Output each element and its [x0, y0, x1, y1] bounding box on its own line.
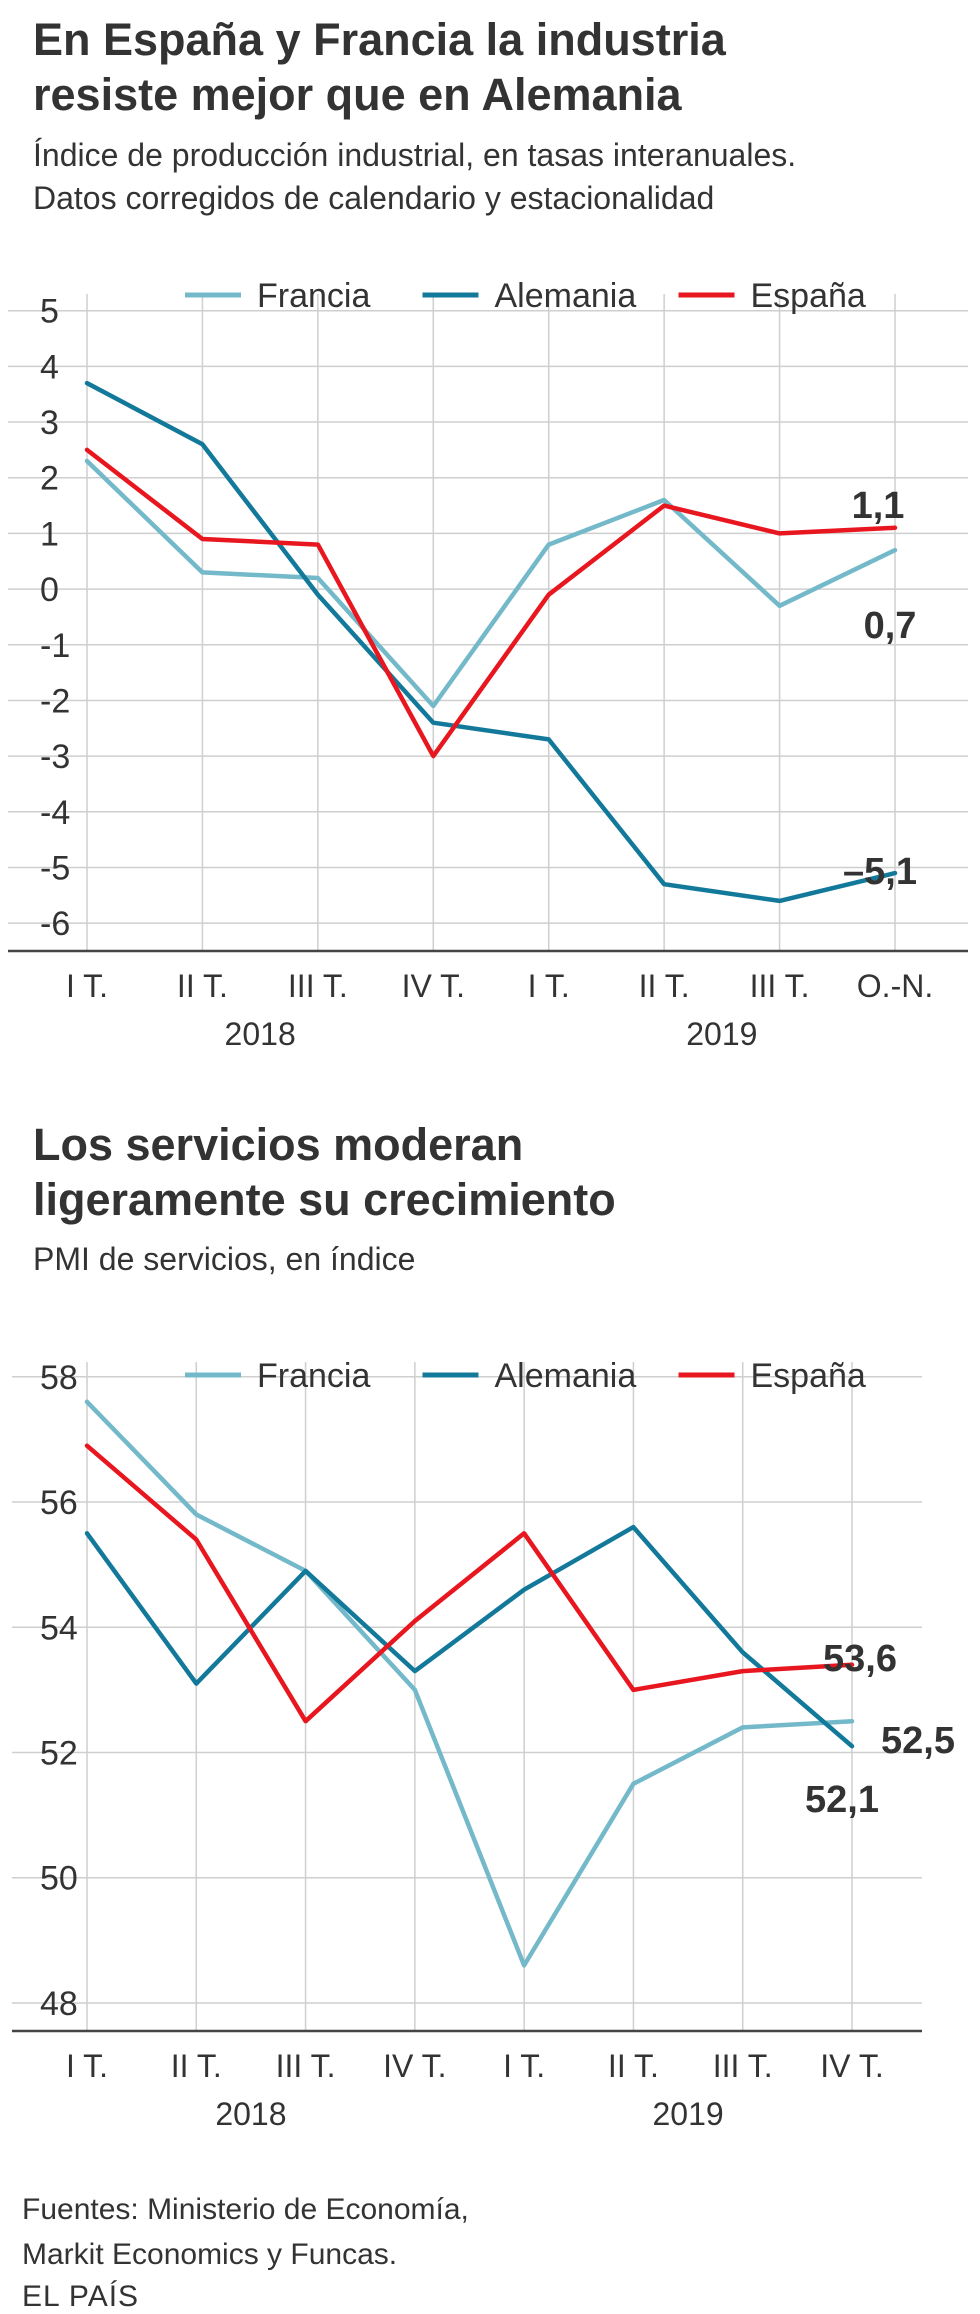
y-tick-label: 4: [40, 348, 59, 386]
year-label: 2019: [686, 1016, 757, 1052]
year-label: 2018: [225, 1016, 296, 1052]
x-tick-label: III T.: [276, 2048, 336, 2084]
end-value-label-españa: 53,6: [823, 1638, 897, 1680]
y-tick-label: -6: [40, 905, 70, 943]
chart2-title-line1: Los servicios moderan: [33, 1119, 524, 1170]
series-line-francia: [84, 1399, 855, 1968]
sources-line2: Markit Economics y Funcas.: [22, 2238, 398, 2271]
x-tick-label: III T.: [750, 968, 810, 1004]
x-tick-label: II T.: [171, 2048, 222, 2084]
x-tick-label: IV T.: [402, 968, 465, 1004]
y-tick-label: 52: [40, 1734, 78, 1772]
x-tick-label: IV T.: [383, 2048, 446, 2084]
y-tick-label: 56: [40, 1484, 78, 1522]
x-tick-label: I T.: [503, 2048, 545, 2084]
chart1-subtitle-line1: Índice de producción industrial, en tasa…: [33, 137, 797, 173]
x-tick-label: II T.: [639, 968, 690, 1004]
end-value-label-alemania: 52,1: [805, 1779, 879, 1821]
y-tick-label: -2: [40, 682, 70, 720]
end-value-label-francia: 0,7: [864, 605, 917, 647]
series-line-españa: [84, 1443, 855, 1724]
end-value-label-españa: 1,1: [852, 485, 905, 527]
legend-label-españa: España: [751, 1357, 866, 1395]
x-tick-label: II T.: [177, 968, 228, 1004]
chart2-plot: 58 56 54 52 50 48 I T. II T. III T. IV T. I T. II T…: [12, 1357, 955, 2132]
legend-label-francia: Francia: [257, 277, 370, 315]
x-tick-label: I T.: [66, 968, 108, 1004]
x-tick-label: I T.: [66, 2048, 108, 2084]
series-line-españa: [84, 447, 898, 759]
y-tick-label: 5: [40, 293, 59, 331]
sources-line1: Fuentes: Ministerio de Economía,: [22, 2193, 469, 2226]
y-tick-label: -4: [40, 794, 70, 832]
series-line-alemania: [84, 380, 898, 904]
end-value-label-alemania: –5,1: [843, 851, 917, 893]
y-tick-label: 54: [40, 1609, 78, 1647]
x-tick-label: III T.: [713, 2048, 773, 2084]
series-line-francia: [84, 458, 898, 709]
brand-logo: EL PAÍS: [22, 2280, 140, 2313]
y-tick-label: 2: [40, 460, 59, 498]
y-tick-label: 3: [40, 404, 59, 442]
year-label: 2018: [215, 2096, 286, 2132]
y-tick-label: 50: [40, 1860, 78, 1898]
chart1-title-line2: resiste mejor que en Alemania: [33, 69, 682, 120]
y-tick-label: 48: [40, 1985, 78, 2023]
x-tick-label: O.-N.: [857, 968, 933, 1004]
y-tick-label: 58: [40, 1359, 78, 1397]
y-tick-label: -3: [40, 738, 70, 776]
chart1-plot: 5 4 3 2 1 0 -1 -2 -3 -4 -5 -6 I T. II T. III T. IV T. I …: [8, 277, 968, 1052]
chart1-title-line1: En España y Francia la industria: [33, 14, 726, 65]
legend-label-alemania: Alemania: [495, 277, 637, 315]
x-tick-label: IV T.: [820, 2048, 883, 2084]
y-tick-label: 1: [40, 515, 59, 553]
chart2-subtitle-line1: PMI de servicios, en índice: [33, 1241, 416, 1277]
legend-label-francia: Francia: [257, 1357, 370, 1395]
chart1-subtitle-line2: Datos corregidos de calendario y estacio…: [33, 180, 715, 216]
end-value-label-francia: 52,5: [881, 1720, 955, 1762]
y-tick-label: -1: [40, 627, 70, 665]
legend-label-alemania: Alemania: [495, 1357, 637, 1395]
year-label: 2019: [652, 2096, 723, 2132]
legend-label-españa: España: [751, 277, 866, 315]
x-tick-label: III T.: [288, 968, 348, 1004]
x-tick-label: I T.: [528, 968, 570, 1004]
y-tick-label: 0: [40, 571, 59, 609]
series-line-alemania: [84, 1524, 855, 1749]
y-tick-label: -5: [40, 849, 70, 887]
chart2-title-line2: ligeramente su crecimiento: [33, 1174, 616, 1225]
x-tick-label: II T.: [608, 2048, 659, 2084]
